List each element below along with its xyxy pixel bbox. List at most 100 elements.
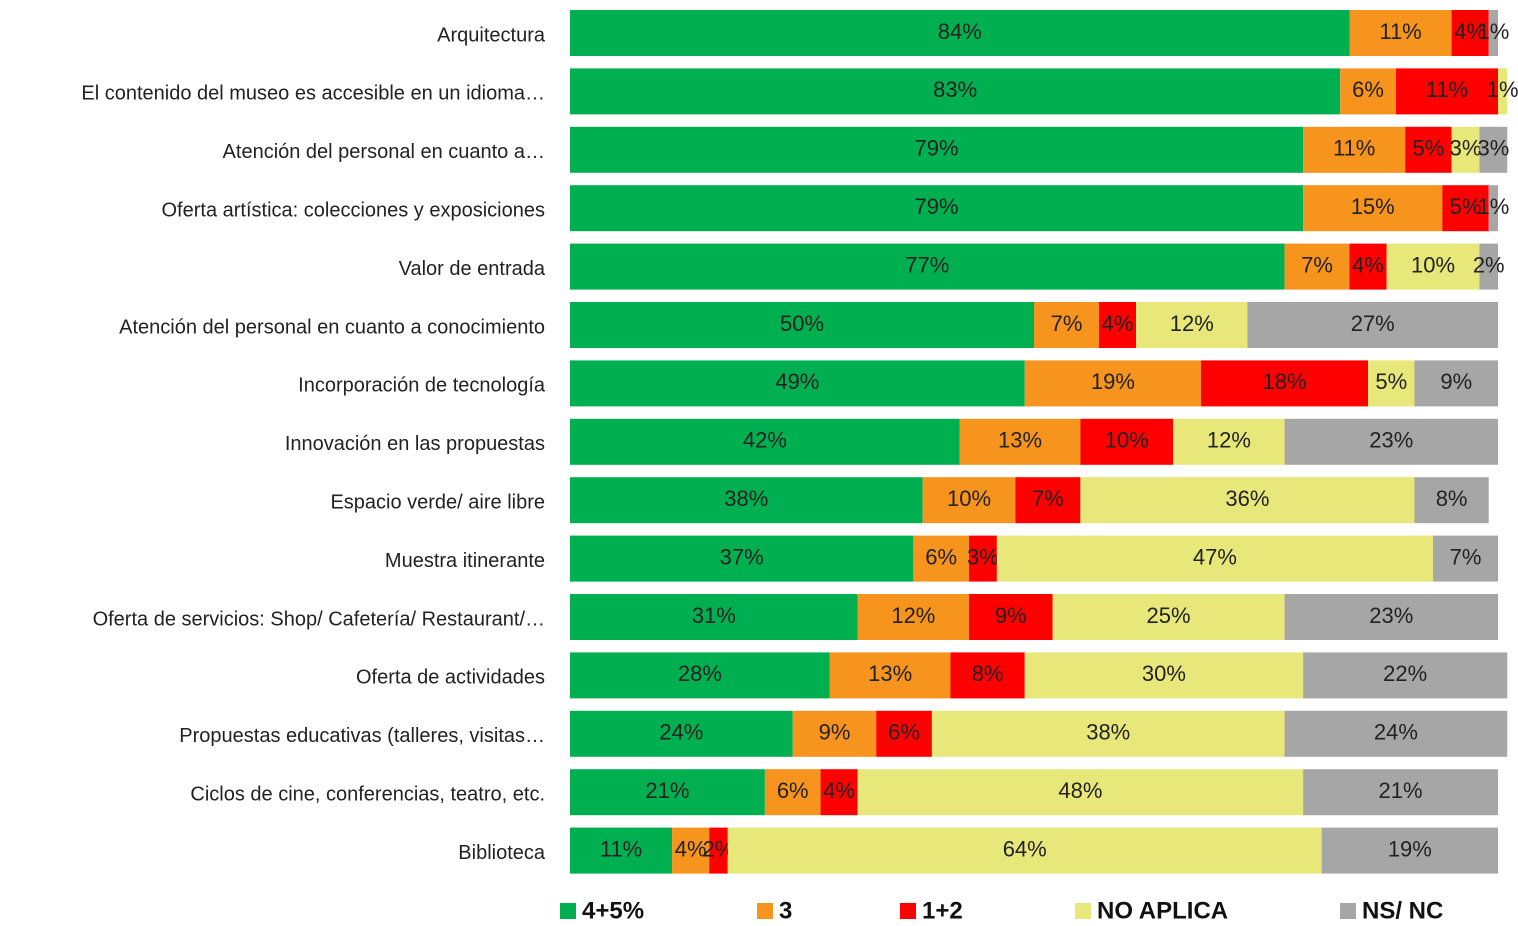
category-label: Atención del personal en cuanto a conoci… — [119, 316, 545, 338]
bar-segment — [1247, 302, 1498, 348]
data-label: 64% — [1003, 836, 1047, 861]
data-label: 77% — [905, 252, 949, 277]
bar-segment — [1498, 68, 1508, 115]
bar-segment — [1284, 243, 1350, 290]
data-label: 1% — [1487, 77, 1518, 102]
data-label: 84% — [938, 19, 982, 44]
legend-label: 3 — [779, 897, 792, 924]
legend-swatch — [1340, 903, 1356, 919]
data-label: 36% — [1225, 486, 1269, 511]
bar-segment — [1080, 418, 1174, 465]
bar-segment — [1386, 243, 1480, 290]
bar-segment — [1303, 652, 1508, 699]
bar-segment — [792, 710, 877, 757]
data-label: 18% — [1263, 369, 1307, 394]
bar-segment — [1414, 477, 1489, 524]
data-label: 7% — [1301, 252, 1333, 277]
bar-segment — [1433, 535, 1498, 582]
category-label: Valor de entrada — [399, 258, 546, 280]
legend-swatch — [757, 903, 773, 919]
data-label: 7% — [1032, 486, 1064, 511]
bar-segment — [570, 10, 1350, 56]
category-label: Ciclos de cine, conferencias, teatro, et… — [190, 783, 545, 805]
data-label: 48% — [1058, 778, 1102, 803]
data-label: 23% — [1369, 428, 1413, 453]
data-label: 30% — [1142, 661, 1186, 686]
bar-segment — [1303, 126, 1406, 173]
data-label: 6% — [888, 720, 920, 745]
data-label: 21% — [1379, 778, 1423, 803]
data-label: 4% — [1102, 311, 1134, 336]
data-label: 25% — [1147, 603, 1191, 628]
bar-segment — [857, 769, 1304, 816]
bar-segment — [1321, 827, 1498, 874]
bar-segment — [709, 827, 728, 874]
data-label: 2% — [1473, 252, 1505, 277]
bar-segment — [1405, 126, 1452, 173]
bar-segment — [1303, 185, 1443, 232]
bar-segment — [959, 418, 1081, 465]
bar-segment — [1340, 68, 1396, 115]
category-label: Muestra itinerante — [385, 550, 545, 572]
bar-segment — [931, 710, 1285, 757]
data-label: 7% — [1051, 311, 1083, 336]
data-label: 42% — [743, 428, 787, 453]
legend-label: 1+2 — [922, 897, 963, 924]
data-label: 10% — [1105, 428, 1149, 453]
category-label: Incorporación de tecnología — [298, 375, 546, 397]
data-label: 49% — [775, 369, 819, 394]
data-label: 15% — [1351, 194, 1395, 219]
data-label: 4% — [823, 778, 855, 803]
data-label: 12% — [1170, 311, 1214, 336]
data-label: 1% — [1477, 19, 1509, 44]
legend-label: 4+5% — [582, 897, 644, 924]
data-label: 19% — [1091, 369, 1135, 394]
data-label: 27% — [1351, 311, 1395, 336]
bar-segment — [1451, 10, 1489, 56]
data-label: 24% — [1374, 720, 1418, 745]
data-label: 11% — [1333, 136, 1375, 161]
data-label: 11% — [1426, 77, 1468, 102]
bar-segment — [570, 594, 858, 640]
bar-segment — [820, 769, 858, 816]
bar-segment — [969, 535, 997, 582]
data-label: 50% — [780, 311, 824, 336]
data-label: 6% — [925, 544, 957, 569]
bar-segment — [1479, 243, 1498, 290]
bar-segment — [570, 126, 1304, 173]
data-label: 6% — [777, 778, 809, 803]
data-label: 7% — [1450, 544, 1482, 569]
data-label: 8% — [1436, 486, 1468, 511]
category-label: Propuestas educativas (talleres, visitas… — [179, 725, 545, 747]
bar-segment — [1451, 126, 1480, 173]
category-label: Atención del personal en cuanto a… — [223, 141, 545, 163]
data-label: 6% — [1352, 77, 1384, 102]
data-label: 47% — [1193, 544, 1237, 569]
data-label: 3% — [1477, 136, 1509, 161]
bar-segment — [1488, 185, 1498, 232]
bar-segment — [764, 769, 821, 816]
data-label: 3% — [1450, 136, 1482, 161]
legend-swatch — [1075, 903, 1091, 919]
bar-segment — [829, 652, 951, 699]
data-label: 5% — [1413, 136, 1445, 161]
bar-segment — [1024, 360, 1202, 407]
bar-segment — [1024, 652, 1304, 699]
bar-segment — [570, 827, 673, 874]
data-label: 83% — [933, 77, 977, 102]
bar-segment — [1284, 710, 1508, 757]
data-label: 21% — [645, 778, 689, 803]
legend-label: NS/ NC — [1362, 897, 1443, 924]
bar-segment — [1052, 594, 1285, 640]
data-label: 4% — [675, 836, 707, 861]
data-label: 5% — [1450, 194, 1482, 219]
bar-segment — [570, 535, 914, 582]
data-label: 9% — [819, 720, 851, 745]
data-label: 37% — [720, 544, 764, 569]
bar-segment — [1136, 302, 1248, 348]
bar-segment — [570, 769, 765, 816]
data-label: 11% — [600, 836, 642, 861]
data-label: 5% — [1375, 369, 1407, 394]
bar-segment — [1349, 243, 1387, 290]
